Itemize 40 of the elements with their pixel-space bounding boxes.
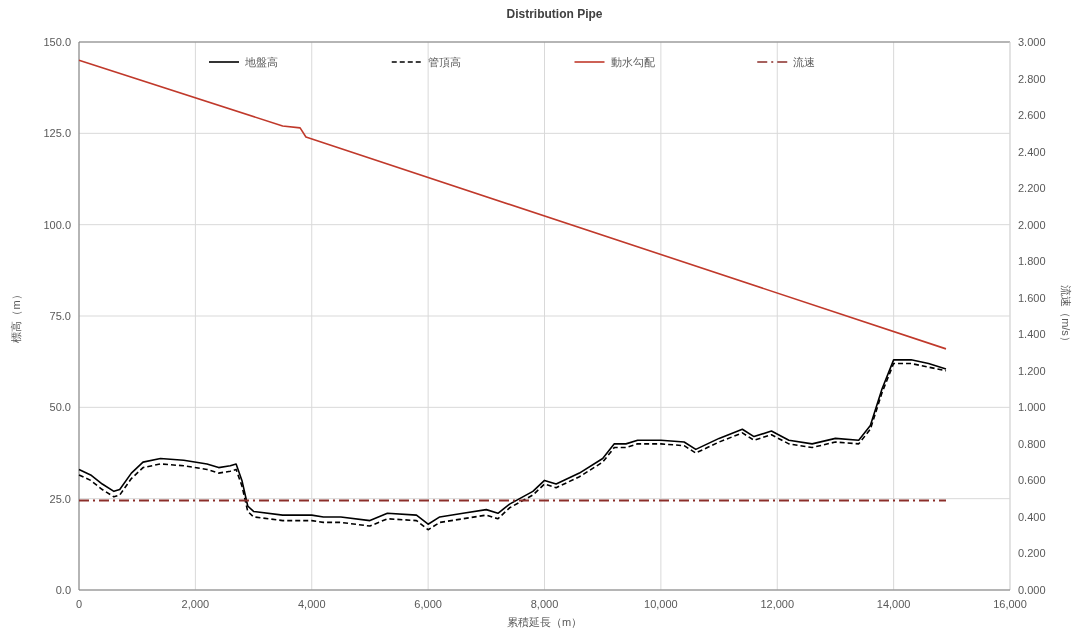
x-tick-label: 8,000 <box>530 598 559 610</box>
y2-tick-label: 0.400 <box>1018 510 1046 523</box>
y-axis-title: 標高（m） <box>10 289 22 343</box>
x-tick-label: 6,000 <box>414 598 442 610</box>
y2-tick-label: 1.200 <box>1018 364 1046 377</box>
y-tick-label: 50.0 <box>49 401 71 414</box>
y2-tick-label: 2.000 <box>1018 218 1046 231</box>
y-tick-label: 25.0 <box>49 492 71 505</box>
y2-tick-label: 1.600 <box>1018 291 1046 304</box>
y2-tick-label: 2.200 <box>1018 182 1046 195</box>
y2-tick-label: 0.200 <box>1018 547 1046 560</box>
y2-axis-title: 流速（m/s） <box>1060 285 1072 347</box>
x-tick-label: 4,000 <box>297 598 326 610</box>
y2-tick-label: 2.400 <box>1018 145 1046 158</box>
y2-tick-label: 3.000 <box>1018 36 1046 48</box>
y-tick-label: 75.0 <box>49 310 71 322</box>
x-tick-label: 2,000 <box>181 598 210 610</box>
y2-tick-label: 0.000 <box>1018 584 1046 596</box>
y-tick-label: 125.0 <box>43 127 71 140</box>
y2-tick-label: 2.800 <box>1018 72 1046 85</box>
y2-tick-label: 1.400 <box>1018 328 1046 341</box>
x-tick-label: 0 <box>75 598 83 610</box>
x-tick-label: 12,000 <box>760 598 795 610</box>
y2-tick-label: 0.800 <box>1018 437 1046 450</box>
chart-title: Distribution Pipe <box>506 7 603 21</box>
x-tick-label: 10,000 <box>644 598 678 610</box>
x-axis-title: 累積延長（m） <box>506 616 583 628</box>
x-tick-label: 16,000 <box>993 598 1027 610</box>
legend-label: 管頂高 <box>427 56 461 68</box>
legend-label: 動水勾配 <box>610 56 655 68</box>
y2-tick-label: 2.600 <box>1018 109 1046 122</box>
y2-tick-label: 1.000 <box>1018 401 1046 414</box>
y2-tick-label: 1.800 <box>1018 255 1046 268</box>
y-tick-label: 0.0 <box>55 584 71 596</box>
y-tick-label: 150.0 <box>43 36 71 48</box>
legend-label: 地盤高 <box>244 56 278 68</box>
y2-tick-label: 0.600 <box>1018 474 1046 487</box>
y-tick-label: 100.0 <box>43 218 71 231</box>
x-tick-label: 14,000 <box>876 598 911 610</box>
legend-label: 流速 <box>793 56 816 68</box>
